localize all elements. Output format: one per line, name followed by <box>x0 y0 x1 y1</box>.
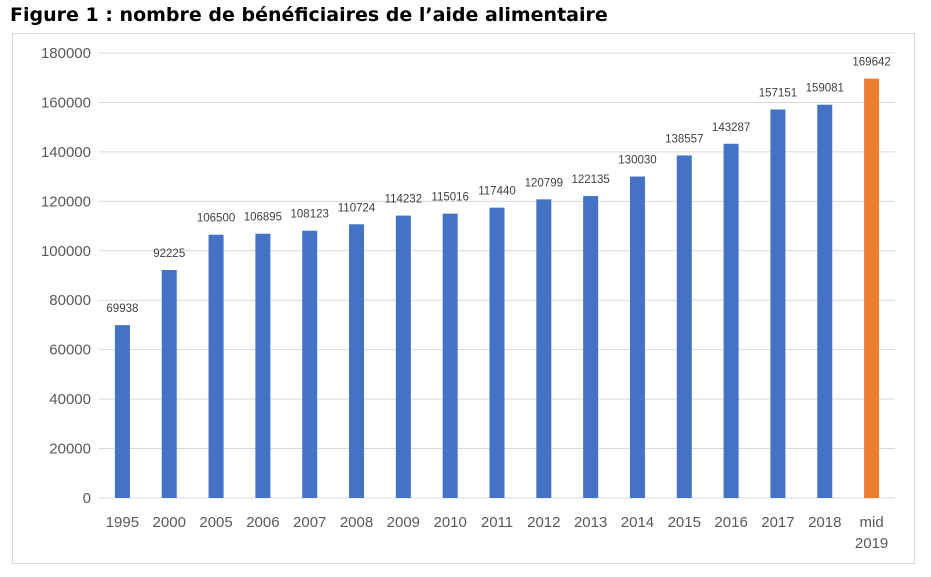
bar <box>864 78 880 499</box>
y-tick-label: 100000 <box>41 243 91 260</box>
y-tick-label: 60000 <box>49 342 91 359</box>
bars <box>114 78 880 499</box>
bar <box>676 155 692 498</box>
y-tick-label: 40000 <box>49 391 91 408</box>
y-tick-label: 80000 <box>49 292 91 309</box>
data-label: 117440 <box>478 186 516 198</box>
y-tick-label: 180000 <box>41 45 91 62</box>
data-label: 115016 <box>431 192 469 204</box>
x-tick-label: 2011 <box>481 514 513 531</box>
chart-area: 0 20000 40000 60000 80000 100000 120000 140000 1… <box>12 33 915 564</box>
data-label: 169642 <box>852 57 890 69</box>
data-label: 106500 <box>197 213 235 225</box>
x-tick-label: mid 2019 <box>855 514 888 552</box>
bar <box>817 104 833 498</box>
x-tick-label: 2017 <box>761 514 794 531</box>
x-tick-label: 2014 <box>621 514 654 531</box>
x-tick-label: 2013 <box>574 514 607 531</box>
bar <box>489 207 505 498</box>
bar <box>723 143 739 498</box>
data-labels: 69938 92225 106500 106895 108123 110724 114232… <box>106 57 890 315</box>
bar <box>208 234 224 499</box>
y-tick-label: 0 <box>83 490 91 507</box>
bar <box>302 230 318 498</box>
y-axis-ticks: 0 20000 40000 60000 80000 100000 120000 140000 1… <box>41 45 91 507</box>
bar-chart: 0 20000 40000 60000 80000 100000 120000 140000 1… <box>41 45 895 552</box>
x-tick-label: 2005 <box>199 514 232 531</box>
x-axis-ticks: 1995 2000 2005 2006 2007 2008 2009 2010 2011 2012… <box>106 514 889 552</box>
bar <box>536 199 552 498</box>
y-tick-label: 160000 <box>41 94 91 111</box>
data-label: 122135 <box>571 174 609 186</box>
data-label: 130030 <box>618 155 656 167</box>
x-tick-label: 2007 <box>293 514 326 531</box>
data-label: 157151 <box>759 87 797 99</box>
x-tick-label: 2018 <box>808 514 841 531</box>
data-label: 110724 <box>338 202 376 214</box>
x-tick-label: 2016 <box>714 514 747 531</box>
x-tick-label: 2006 <box>246 514 279 531</box>
x-tick-label: 2010 <box>433 514 466 531</box>
x-tick-label: 2012 <box>527 514 560 531</box>
bar <box>114 325 130 498</box>
data-label: 143287 <box>712 122 750 134</box>
bar <box>442 213 458 498</box>
bar <box>161 269 177 498</box>
data-label: 138557 <box>665 133 703 145</box>
x-tick-label: 2000 <box>153 514 186 531</box>
bar <box>770 109 786 499</box>
bar <box>349 224 365 498</box>
x-tick-label: 2009 <box>387 514 420 531</box>
x-tick-label: 1995 <box>106 514 139 531</box>
y-tick-label: 140000 <box>41 144 91 161</box>
data-label: 69938 <box>106 303 138 315</box>
figure-title: Figure 1 : nombre de bénéficiaires de l’… <box>10 4 608 26</box>
data-label: 108123 <box>291 209 329 221</box>
bar <box>583 196 599 498</box>
y-tick-label: 20000 <box>49 441 91 458</box>
bar <box>395 215 411 498</box>
x-tick-label: 2008 <box>340 514 373 531</box>
y-tick-label: 120000 <box>41 193 91 210</box>
data-label: 159081 <box>806 83 844 95</box>
bar <box>255 233 271 498</box>
data-label: 92225 <box>153 248 185 260</box>
data-label: 114232 <box>385 194 423 206</box>
data-label: 106895 <box>244 212 282 224</box>
x-tick-label: 2015 <box>668 514 701 531</box>
bar <box>629 176 645 499</box>
data-label: 120799 <box>525 177 563 189</box>
